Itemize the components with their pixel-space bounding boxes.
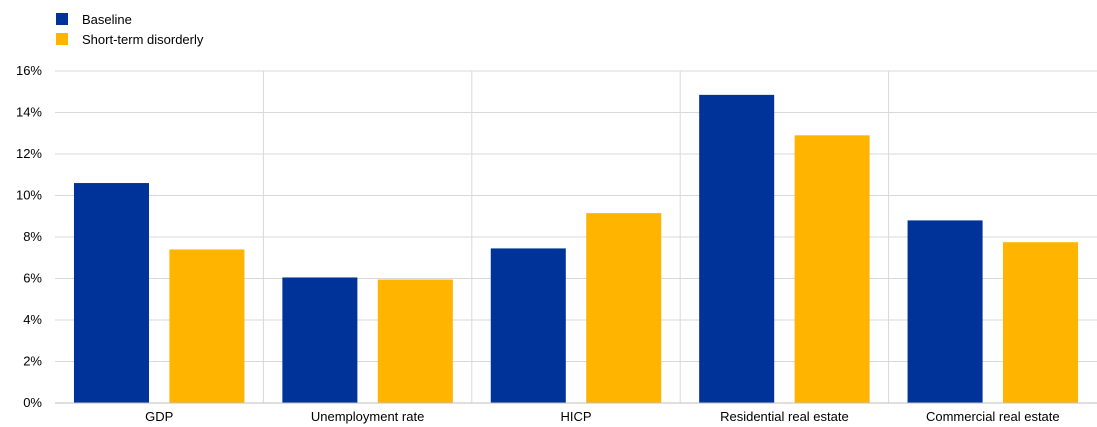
y-tick-label: 8% bbox=[23, 229, 42, 244]
y-tick-label: 6% bbox=[23, 271, 42, 286]
bar-baseline-residential-real-estate bbox=[699, 94, 775, 404]
legend-label-short-term-disorderly: Short-term disorderly bbox=[82, 31, 204, 47]
bar-baseline-gdp bbox=[73, 183, 149, 403]
bar-short-term-disorderly-hicp bbox=[586, 213, 662, 403]
y-tick-label: 10% bbox=[16, 188, 42, 203]
x-category-label: HICP bbox=[560, 409, 591, 424]
x-category-label: Residential real estate bbox=[720, 409, 849, 424]
bar-short-term-disorderly-unemployment-rate bbox=[377, 279, 453, 403]
y-tick-label: 2% bbox=[23, 354, 42, 369]
legend-swatch-short-term-disorderly bbox=[56, 33, 68, 45]
legend-label-baseline: Baseline bbox=[82, 11, 132, 27]
bar-short-term-disorderly-commercial-real-estate bbox=[1003, 242, 1079, 403]
bar-short-term-disorderly-residential-real-estate bbox=[794, 135, 870, 403]
legend: Baseline Short-term disorderly bbox=[56, 9, 203, 49]
y-tick-label: 0% bbox=[23, 395, 42, 410]
x-category-label: GDP bbox=[145, 409, 173, 424]
legend-item-baseline: Baseline bbox=[56, 9, 203, 29]
bar-short-term-disorderly-gdp bbox=[169, 249, 245, 403]
legend-swatch-baseline bbox=[56, 13, 68, 25]
y-tick-label: 14% bbox=[16, 105, 42, 120]
y-tick-label: 16% bbox=[16, 63, 42, 78]
legend-item-short-term-disorderly: Short-term disorderly bbox=[56, 29, 203, 49]
x-category-label: Unemployment rate bbox=[311, 409, 424, 424]
bar-baseline-unemployment-rate bbox=[282, 277, 358, 403]
y-tick-label: 4% bbox=[23, 312, 42, 327]
y-tick-label: 12% bbox=[16, 146, 42, 161]
bar-baseline-commercial-real-estate bbox=[907, 220, 983, 403]
bar-baseline-hicp bbox=[490, 248, 566, 403]
x-category-label: Commercial real estate bbox=[926, 409, 1060, 424]
